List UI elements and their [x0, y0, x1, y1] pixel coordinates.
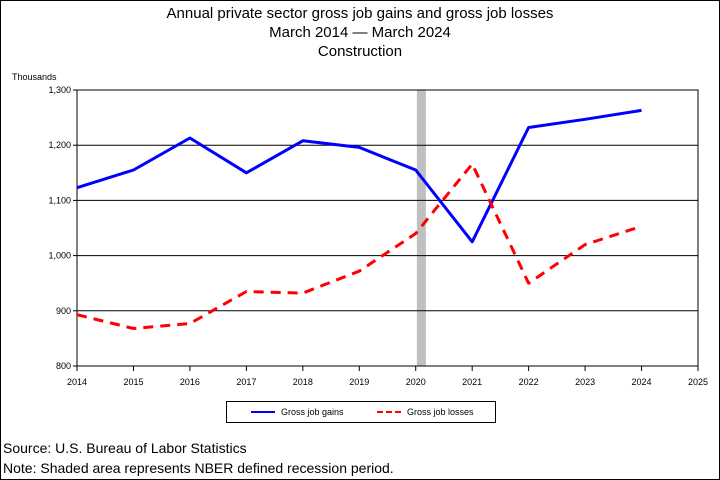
x-tick-label: 2016 — [180, 377, 200, 387]
y-tick-label: 900 — [56, 306, 71, 316]
legend-swatch-losses — [377, 411, 401, 413]
y-tick-label: 1,100 — [48, 195, 71, 205]
recession-shading — [416, 90, 426, 366]
x-tick-label: 2014 — [67, 377, 87, 387]
legend-item-losses: Gross job losses — [377, 402, 474, 422]
x-tick-label: 2018 — [293, 377, 313, 387]
x-tick-label: 2020 — [406, 377, 426, 387]
x-tick-label: 2017 — [236, 377, 256, 387]
chart-industry: Construction — [317, 43, 403, 60]
legend-label-losses: Gross job losses — [407, 407, 474, 417]
legend-swatch-gains — [251, 411, 275, 413]
x-tick-label: 2024 — [632, 377, 652, 387]
source-note: Source: U.S. Bureau of Labor Statistics — [3, 440, 247, 456]
y-axis-label: Thousands — [12, 72, 57, 82]
legend-item-gains: Gross job gains — [251, 402, 344, 422]
recession-note: Note: Shaded area represents NBER define… — [3, 460, 394, 476]
x-tick-label: 2021 — [462, 377, 482, 387]
series-line-losses — [76, 162, 642, 330]
x-tick-label: 2015 — [123, 377, 143, 387]
y-tick-label: 1,000 — [48, 251, 71, 261]
plot-area — [76, 89, 699, 367]
x-tick-label: 2023 — [575, 377, 595, 387]
chart-title: Annual private sector gross job gains an… — [166, 5, 554, 22]
legend-label-gains: Gross job gains — [281, 407, 344, 417]
line-chart: 800 900 1,000 1,100 1,200 1,300 2014 2015 2016 20… — [48, 85, 708, 387]
y-tick-label: 1,200 — [48, 140, 71, 150]
legend: Gross job gains Gross job losses — [226, 401, 496, 423]
chart-subtitle: March 2014 — March 2024 — [269, 24, 451, 41]
x-tick-label: 2019 — [349, 377, 369, 387]
series-line-gains — [76, 108, 642, 244]
x-tick-label: 2022 — [519, 377, 539, 387]
x-tick-label: 2025 — [688, 377, 708, 387]
y-tick-label: 1,300 — [48, 85, 71, 95]
y-tick-label: 800 — [56, 361, 71, 371]
